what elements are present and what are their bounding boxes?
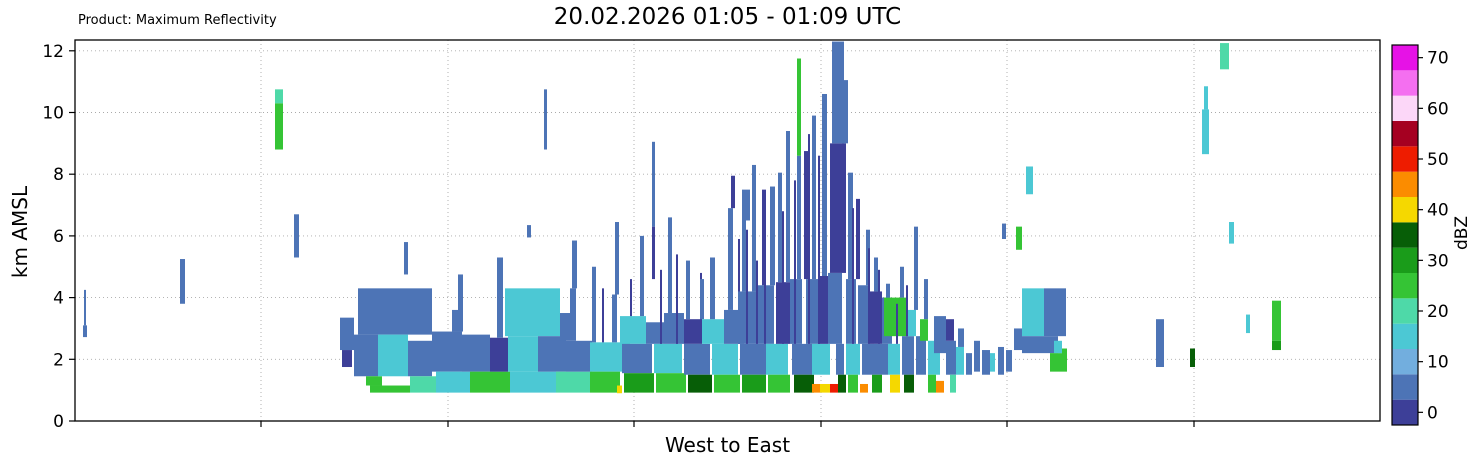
- svg-text:20: 20: [1427, 302, 1449, 322]
- svg-text:10: 10: [42, 103, 64, 123]
- svg-text:8: 8: [53, 165, 64, 185]
- product-label: Product: Maximum Reflectivity: [78, 13, 277, 28]
- svg-text:40: 40: [1427, 201, 1449, 221]
- svg-text:0: 0: [53, 412, 64, 432]
- svg-text:50: 50: [1427, 150, 1449, 170]
- x-axis-label: West to East: [664, 433, 791, 457]
- y-axis-label: km AMSL: [8, 185, 32, 279]
- svg-text:70: 70: [1427, 49, 1449, 69]
- svg-text:30: 30: [1427, 251, 1449, 271]
- svg-text:4: 4: [53, 289, 64, 309]
- colorbar-label: dBZ: [1452, 215, 1472, 251]
- svg-text:2: 2: [53, 350, 64, 370]
- page-title: 20.02.2026 01:05 - 01:09 UTC: [553, 4, 902, 30]
- svg-text:0: 0: [1427, 403, 1438, 423]
- svg-text:10: 10: [1427, 353, 1449, 373]
- svg-text:12: 12: [42, 42, 64, 62]
- svg-text:60: 60: [1427, 99, 1449, 119]
- svg-text:6: 6: [53, 227, 64, 247]
